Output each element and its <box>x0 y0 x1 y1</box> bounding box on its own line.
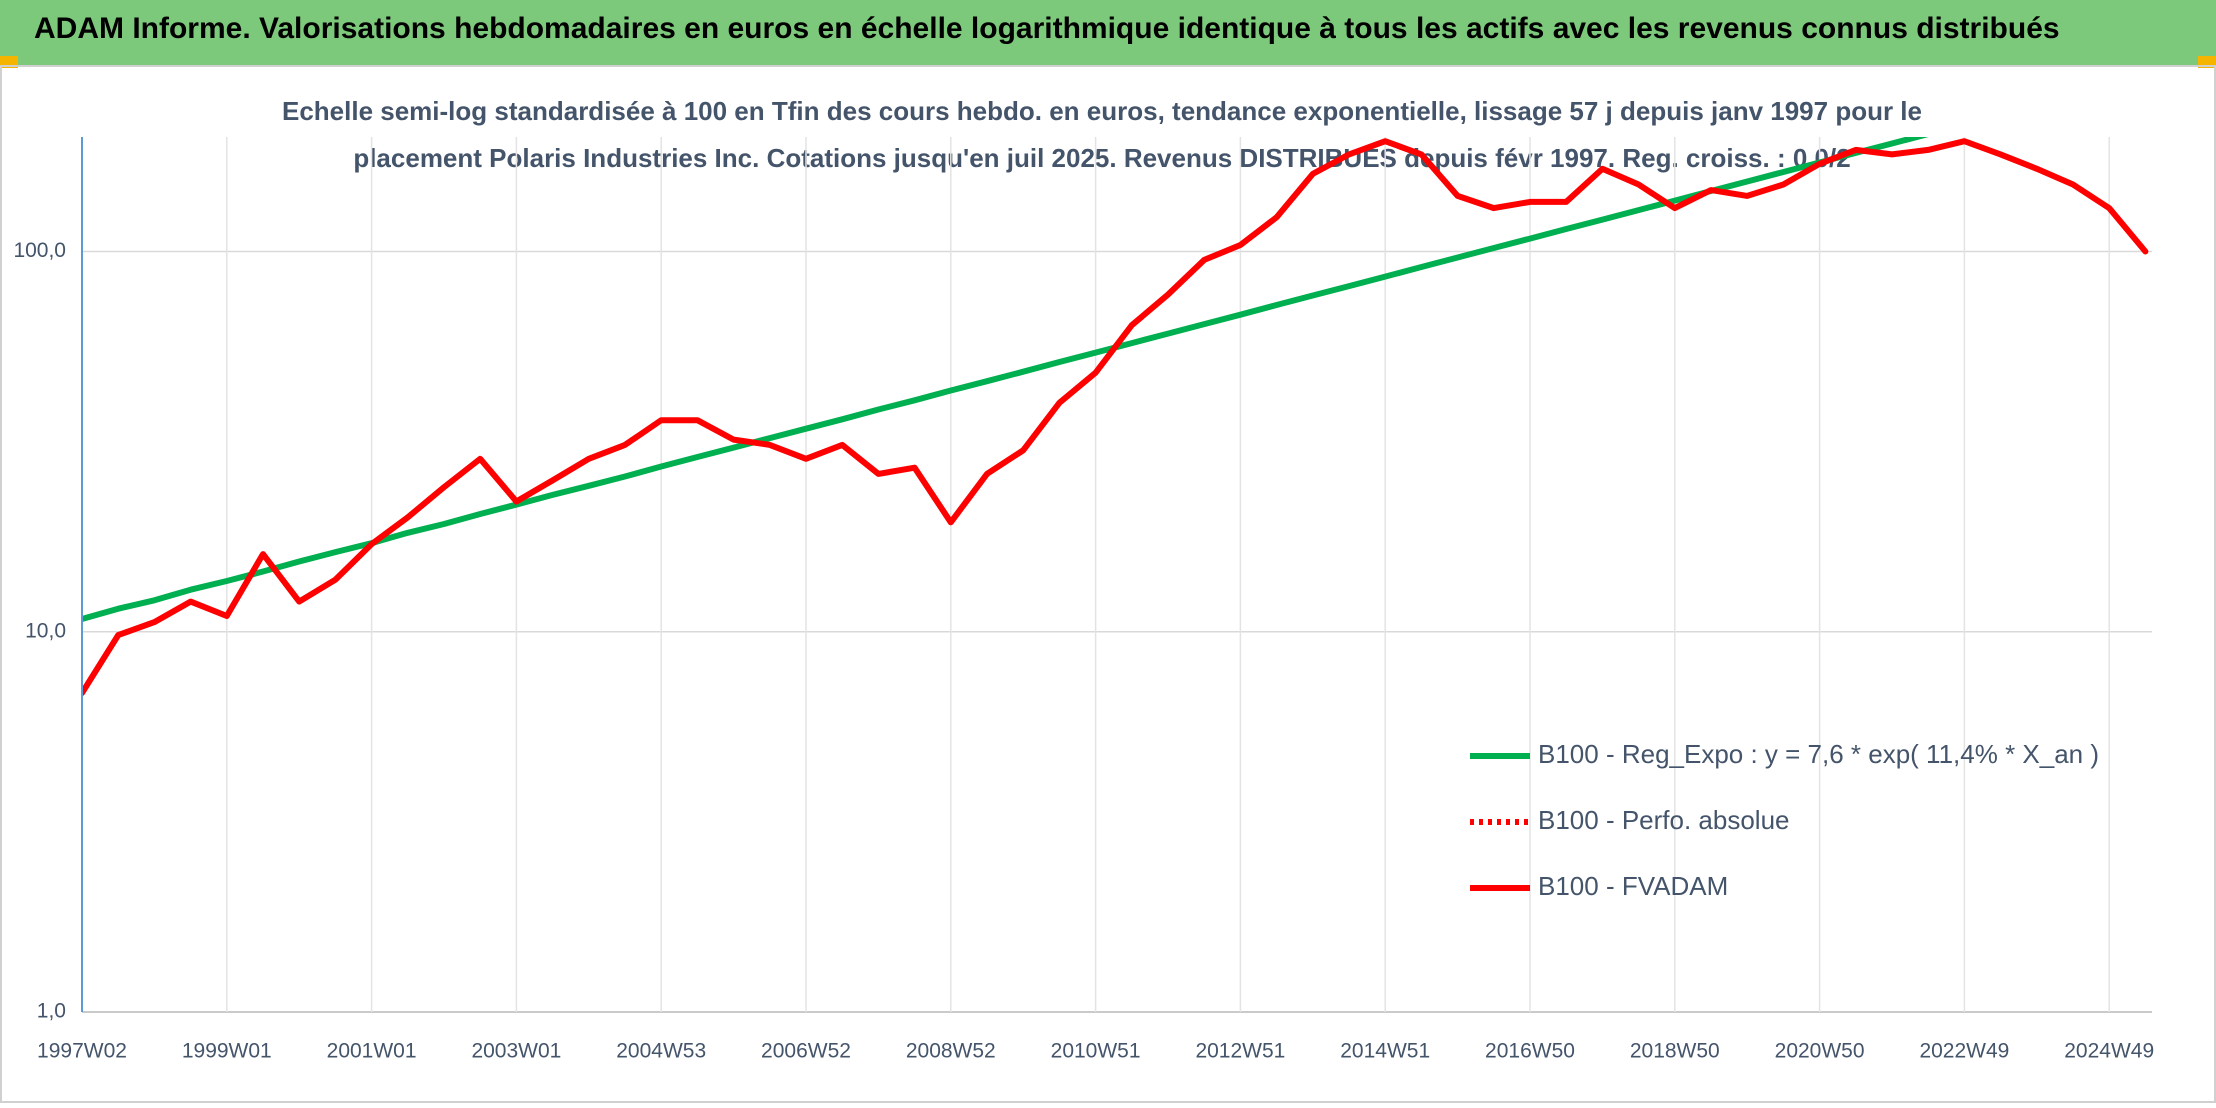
x-tick-label: 2010W51 <box>1051 1040 1141 1063</box>
legend-label: B100 - FVADAM <box>1538 871 1728 901</box>
y-tick-label: 100,0 <box>13 239 66 262</box>
x-tick-label: 2003W01 <box>471 1040 561 1063</box>
x-tick-label: 2004W53 <box>616 1040 706 1063</box>
x-tick-label: 2018W50 <box>1630 1040 1720 1063</box>
x-tick-label: 2024W49 <box>2064 1040 2154 1063</box>
legend: B100 - Reg_Expo : y = 7,6 * exp( 11,4% *… <box>1470 739 2099 901</box>
chart-frame <box>0 65 2216 1103</box>
data-line <box>82 138 2149 696</box>
x-tick-label: 2022W49 <box>1919 1040 2009 1063</box>
legend-label: B100 - Reg_Expo : y = 7,6 * exp( 11,4% *… <box>1538 739 2099 769</box>
x-tick-label: 2014W51 <box>1340 1040 1430 1063</box>
chart-subtitle: Echelle semi-log standardisée à 100 en T… <box>282 96 1922 126</box>
x-tick-label: 2012W51 <box>1195 1040 1285 1063</box>
x-tick-label: 2008W52 <box>906 1040 996 1063</box>
x-tick-label: 2016W50 <box>1485 1040 1575 1063</box>
data-line <box>82 137 1929 622</box>
legend-label: B100 - Perfo. absolue <box>1538 805 1790 835</box>
chart-subtitle: placement Polaris Industries Inc. Cotati… <box>353 143 1850 173</box>
header-title: ADAM Informe. Valorisations hebdomadaire… <box>34 12 2060 45</box>
y-tick-label: 10,0 <box>25 619 66 642</box>
y-tick-label: 1,0 <box>37 1000 66 1023</box>
grid <box>82 137 2152 1013</box>
x-tick-label: 2020W50 <box>1775 1040 1865 1063</box>
x-tick-label: 2001W01 <box>327 1040 417 1063</box>
header-bar <box>0 0 2216 66</box>
x-tick-label: 2006W52 <box>761 1040 851 1063</box>
x-tick-label: 1999W01 <box>182 1040 272 1063</box>
x-tick-label: 1997W02 <box>37 1040 127 1063</box>
plot-area <box>82 137 2149 696</box>
